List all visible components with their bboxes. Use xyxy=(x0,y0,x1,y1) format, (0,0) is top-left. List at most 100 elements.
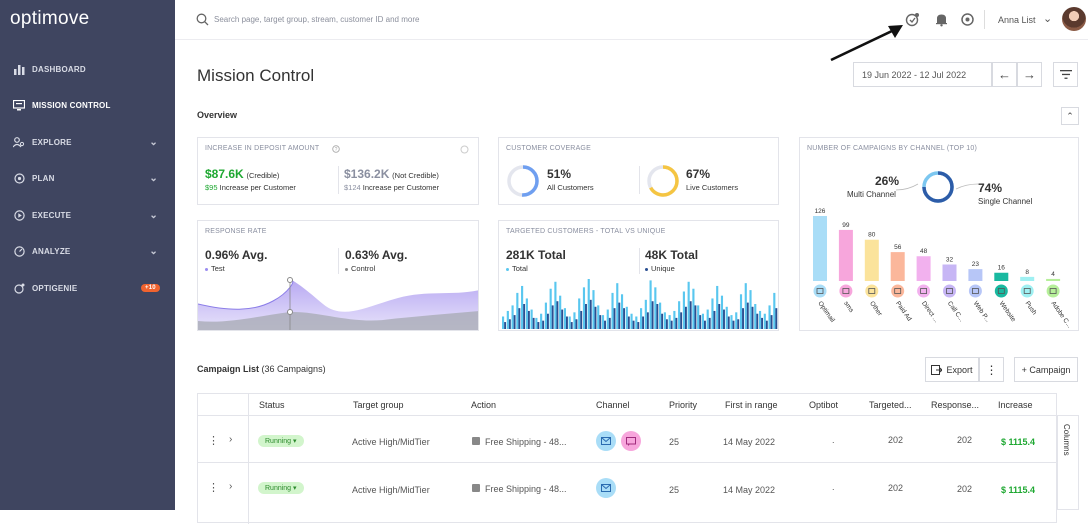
card-title: INCREASE IN DEPOSIT AMOUNT xyxy=(205,145,320,152)
chevron-right-icon[interactable]: › xyxy=(229,481,233,492)
first-in-range: 14 May 2022 xyxy=(723,485,776,495)
not-credible-note: (Not Credible) xyxy=(392,171,439,180)
sidebar-item-dashboard[interactable]: DASHBOARD xyxy=(0,54,175,84)
unique-bar xyxy=(642,316,645,329)
more-options-button[interactable]: ⋮ xyxy=(979,357,1004,382)
unique-bar xyxy=(746,302,749,329)
all-customers-pct: 51% xyxy=(547,167,572,181)
unique-bar xyxy=(556,301,559,329)
column-header-priority[interactable]: Priority xyxy=(669,400,698,410)
unique-bar xyxy=(699,315,702,329)
channel-icon-glyph xyxy=(946,288,953,294)
search-icon[interactable] xyxy=(196,13,209,26)
unique-bar xyxy=(637,322,640,329)
column-header-action[interactable]: Action xyxy=(471,400,497,410)
sidebar-item-mission-control[interactable]: MISSION CONTROL xyxy=(0,90,175,120)
total-value: 281K Total xyxy=(506,248,566,262)
next-period-button[interactable]: → xyxy=(1017,62,1042,87)
channel-icon xyxy=(916,283,932,299)
optimove-logo[interactable]: optimove xyxy=(10,8,90,29)
total-bar xyxy=(730,315,733,329)
filter-icon xyxy=(1059,70,1072,79)
column-header-increase[interactable]: Increase xyxy=(998,400,1033,410)
campaign-list-heading: Campaign List (36 Campaigns) xyxy=(197,364,326,374)
unique-bar xyxy=(761,317,764,329)
export-button[interactable]: Export xyxy=(925,357,979,382)
total-bar xyxy=(516,292,519,329)
not-credible-value: $136.2K xyxy=(344,167,390,181)
unique-bar xyxy=(723,309,725,329)
unique-bar xyxy=(632,320,635,329)
sidebar-item-execute[interactable]: EXECUTE ⌄ xyxy=(0,200,175,230)
column-header-first-in-range[interactable]: First in range xyxy=(725,400,778,410)
column-header-optibot[interactable]: Optibot xyxy=(809,400,839,410)
column-header-status[interactable]: Status xyxy=(259,400,285,410)
radio-icon[interactable] xyxy=(460,145,469,154)
total-bar xyxy=(563,308,567,329)
sidebar-item-analyze[interactable]: ANALYZE ⌄ xyxy=(0,236,175,266)
chevron-right-icon[interactable]: › xyxy=(229,434,233,445)
channel-icon-glyph xyxy=(868,288,876,294)
bell-icon[interactable] xyxy=(934,12,949,27)
columns-toggle-tab[interactable]: Columns xyxy=(1057,415,1079,510)
total-bar xyxy=(763,313,766,329)
sidebar-item-label: ANALYZE xyxy=(32,246,71,256)
kebab-icon[interactable]: ⋮ xyxy=(208,482,219,494)
channel-icon-glyph xyxy=(1049,288,1057,294)
refresh-add-icon[interactable] xyxy=(905,12,920,27)
total-bar xyxy=(592,290,595,329)
campaign-list-title: Campaign List xyxy=(197,364,260,374)
total-bar xyxy=(521,285,524,329)
status-badge[interactable]: Running ▾ xyxy=(258,482,304,494)
channel-bar xyxy=(1046,278,1061,281)
chevron-up-icon: ⌃ xyxy=(1066,110,1074,121)
column-header-targeted[interactable]: Targeted... xyxy=(869,400,912,410)
unique-bar xyxy=(532,317,535,329)
chevron-down-icon: ⌄ xyxy=(149,245,158,257)
column-header-channel[interactable]: Channel xyxy=(596,400,630,410)
unique-bar xyxy=(623,308,626,329)
avatar[interactable] xyxy=(1062,7,1086,31)
add-campaign-button[interactable]: + Campaign xyxy=(1014,357,1078,382)
sidebar-item-plan[interactable]: PLAN ⌄ xyxy=(0,163,175,193)
users-search-icon xyxy=(13,136,25,148)
date-range-picker[interactable]: 19 Jun 2022 - 12 Jul 2022 xyxy=(853,62,992,87)
arrow-right-icon: → xyxy=(1023,67,1036,82)
total-bar xyxy=(640,308,643,329)
info-icon[interactable]: ? xyxy=(332,145,340,153)
optibot: . xyxy=(832,435,835,445)
help-circle-icon[interactable] xyxy=(960,12,975,27)
kebab-icon: ⋮ xyxy=(985,362,998,377)
collapse-overview-button[interactable]: ⌃ xyxy=(1061,107,1079,125)
total-bar xyxy=(720,295,724,329)
annotation-arrow xyxy=(830,25,903,62)
total-bar xyxy=(701,313,705,329)
sidebar-item-explore[interactable]: EXPLORE ⌄ xyxy=(0,127,175,157)
filter-button[interactable] xyxy=(1053,62,1078,87)
kebab-icon[interactable]: ⋮ xyxy=(208,435,219,447)
column-header-target-group[interactable]: Target group xyxy=(353,400,404,410)
total-bar xyxy=(682,291,685,329)
sidebar-item-optigenie[interactable]: OPTIGENIE +10 xyxy=(0,273,175,303)
bar-value-label: 16 xyxy=(998,265,1006,272)
total-bar xyxy=(535,317,538,329)
status-badge[interactable]: Running ▾ xyxy=(258,435,304,447)
sidebar-item-label: MISSION CONTROL xyxy=(32,100,111,110)
total-bar xyxy=(597,305,600,329)
previous-period-button[interactable]: ← xyxy=(992,62,1017,87)
unique-bar xyxy=(537,322,540,329)
unique-bar xyxy=(694,305,697,329)
table-row[interactable]: ⋮ › Running ▾ Active High/MidTier Free S… xyxy=(198,415,1056,462)
card-title: RESPONSE RATE xyxy=(205,228,267,235)
user-name[interactable]: Anna List xyxy=(998,15,1036,25)
chevron-down-icon[interactable]: ⌄ xyxy=(1043,13,1053,25)
unique-bar xyxy=(656,304,659,329)
table-row[interactable]: ⋮ › Running ▾ Active High/MidTier Free S… xyxy=(198,462,1056,509)
total-bar xyxy=(711,298,714,329)
total-bar xyxy=(630,313,633,329)
status-text: Running xyxy=(265,485,292,492)
global-search-input[interactable]: Search page, target group, stream, custo… xyxy=(214,15,420,24)
status-text: Running xyxy=(265,438,292,445)
arrow-left-icon: ← xyxy=(998,67,1011,82)
column-header-response[interactable]: Response... xyxy=(931,400,980,410)
